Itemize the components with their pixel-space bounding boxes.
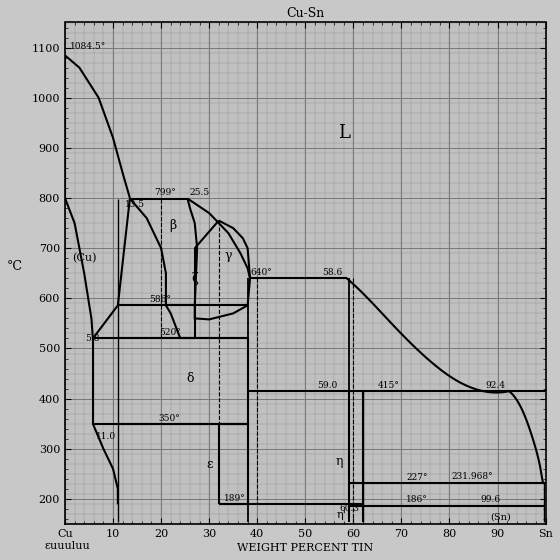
- Text: ε: ε: [206, 458, 212, 472]
- Text: 350°: 350°: [158, 414, 180, 423]
- Text: 189°: 189°: [223, 494, 245, 503]
- Text: 640°: 640°: [250, 268, 272, 277]
- Text: 92.4: 92.4: [486, 381, 506, 390]
- Text: η: η: [335, 455, 343, 468]
- Text: 227°: 227°: [406, 473, 428, 482]
- Text: 520°: 520°: [158, 329, 180, 338]
- Text: 415°: 415°: [377, 381, 399, 390]
- Title: Cu-Sn: Cu-Sn: [286, 7, 324, 20]
- Text: β: β: [170, 219, 177, 232]
- Y-axis label: °C: °C: [7, 260, 23, 273]
- Text: ζ: ζ: [192, 272, 198, 285]
- Text: 231.968°: 231.968°: [452, 473, 493, 482]
- Text: 58.6: 58.6: [322, 268, 342, 277]
- Text: 60.3: 60.3: [339, 504, 359, 513]
- Text: 186°: 186°: [406, 496, 428, 505]
- Text: 586°: 586°: [149, 295, 171, 304]
- Text: 5.8: 5.8: [85, 334, 100, 343]
- Text: 59.0: 59.0: [318, 381, 338, 390]
- Text: (Sn): (Sn): [491, 513, 511, 522]
- Text: 11.0: 11.0: [96, 432, 116, 441]
- Text: (Cu): (Cu): [72, 253, 97, 263]
- X-axis label: WEIGHT PERCENT TIN: WEIGHT PERCENT TIN: [237, 543, 374, 553]
- Text: δ: δ: [186, 372, 194, 385]
- Text: ԑuuuluu: ԑuuuluu: [45, 541, 91, 551]
- Text: 99.6: 99.6: [480, 496, 501, 505]
- Text: L: L: [338, 124, 349, 142]
- Text: 25.5: 25.5: [189, 188, 209, 197]
- Text: 799°: 799°: [154, 188, 176, 197]
- Text: 13.5: 13.5: [125, 200, 145, 209]
- Text: η': η': [337, 510, 346, 520]
- Text: γ: γ: [225, 249, 232, 262]
- Text: 1084.5°: 1084.5°: [70, 42, 106, 51]
